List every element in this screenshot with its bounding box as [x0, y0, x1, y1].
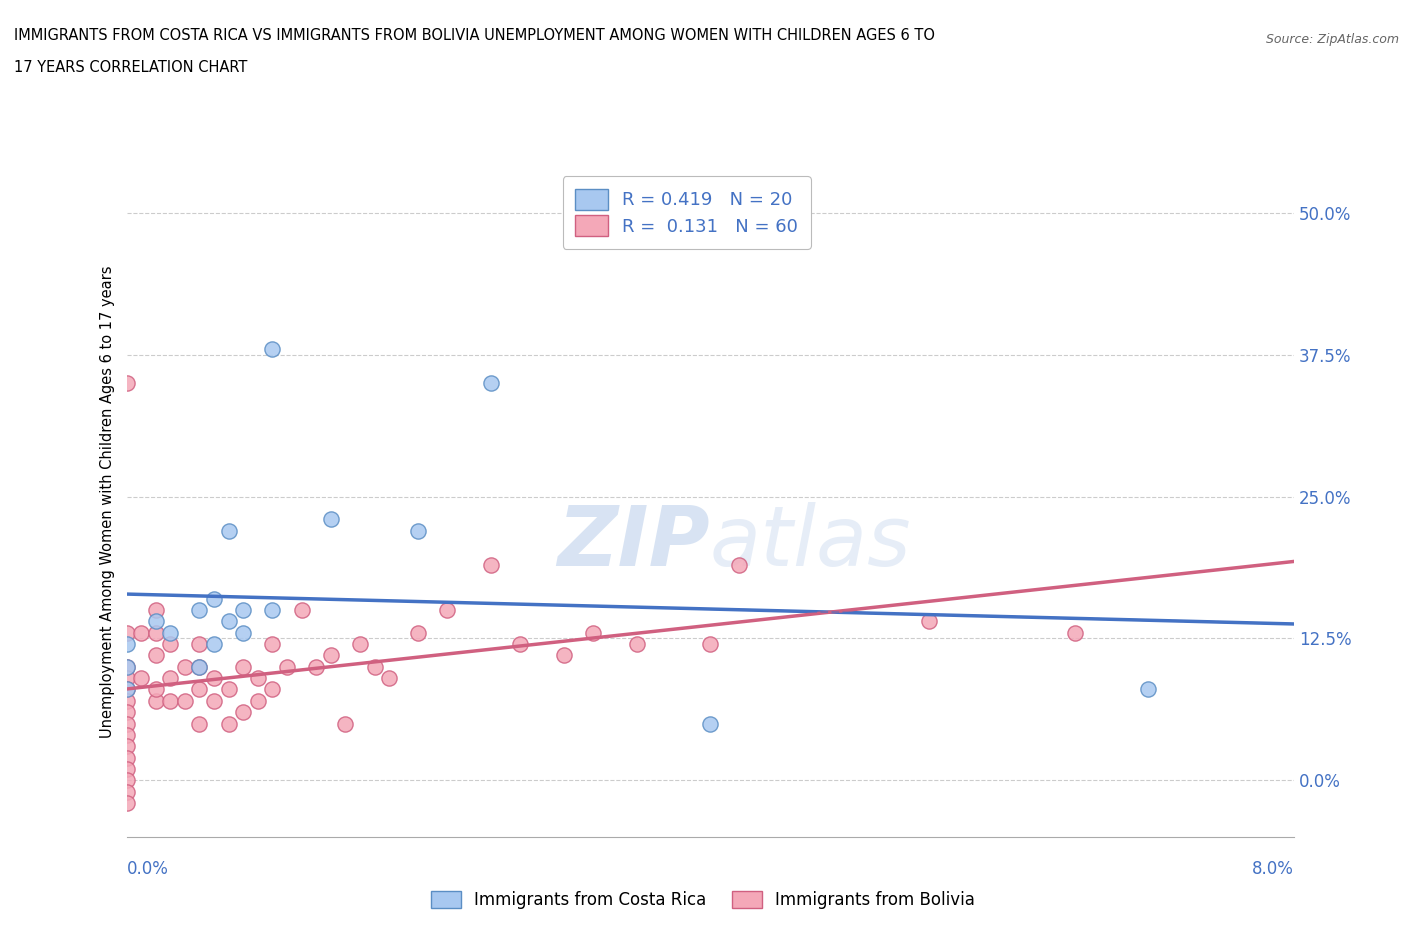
Point [115, 376, 138, 391]
Point [202, 637, 225, 652]
Point [115, 659, 138, 674]
Point [232, 659, 254, 674]
Point [553, 648, 575, 663]
Legend: Immigrants from Costa Rica, Immigrants from Bolivia: Immigrants from Costa Rica, Immigrants f… [423, 883, 983, 917]
Point [115, 751, 138, 765]
Point [188, 659, 211, 674]
Point [115, 637, 138, 652]
Text: 0.0%: 0.0% [127, 860, 169, 878]
Point [188, 603, 211, 618]
Point [335, 716, 357, 731]
Point [188, 682, 211, 697]
Point [246, 694, 269, 709]
Point [319, 648, 342, 663]
Point [728, 557, 751, 572]
Text: ZIP: ZIP [557, 502, 710, 583]
Point [479, 557, 502, 572]
Text: 8.0%: 8.0% [1251, 860, 1294, 878]
Point [115, 727, 138, 742]
Point [115, 671, 138, 685]
Point [129, 625, 152, 640]
Point [918, 614, 941, 629]
Point [305, 659, 328, 674]
Point [218, 614, 240, 629]
Point [115, 716, 138, 731]
Point [232, 705, 254, 720]
Point [159, 671, 181, 685]
Point [378, 671, 401, 685]
Point [509, 637, 531, 652]
Point [145, 625, 167, 640]
Point [115, 784, 138, 799]
Point [115, 738, 138, 753]
Point [262, 341, 284, 356]
Point [699, 716, 721, 731]
Point [479, 376, 502, 391]
Point [262, 603, 284, 618]
Point [582, 625, 605, 640]
Point [188, 659, 211, 674]
Point [174, 659, 197, 674]
Point [145, 614, 167, 629]
Point [246, 671, 269, 685]
Point [232, 603, 254, 618]
Y-axis label: Unemployment Among Women with Children Ages 6 to 17 years: Unemployment Among Women with Children A… [100, 266, 115, 738]
Point [115, 762, 138, 777]
Text: atlas: atlas [710, 502, 911, 583]
Point [159, 625, 181, 640]
Point [145, 694, 167, 709]
Point [115, 795, 138, 810]
Point [115, 625, 138, 640]
Legend: R = 0.419   N = 20, R =  0.131   N = 60: R = 0.419 N = 20, R = 0.131 N = 60 [562, 177, 811, 249]
Point [145, 603, 167, 618]
Point [202, 671, 225, 685]
Point [202, 694, 225, 709]
Point [145, 648, 167, 663]
Text: 17 YEARS CORRELATION CHART: 17 YEARS CORRELATION CHART [14, 60, 247, 75]
Point [188, 637, 211, 652]
Point [408, 625, 430, 640]
Point [363, 659, 385, 674]
Point [129, 671, 152, 685]
Point [699, 637, 721, 652]
Point [115, 659, 138, 674]
Point [115, 705, 138, 720]
Point [115, 682, 138, 697]
Point [626, 637, 648, 652]
Point [145, 682, 167, 697]
Point [436, 603, 458, 618]
Point [218, 682, 240, 697]
Point [115, 773, 138, 788]
Point [408, 524, 430, 538]
Point [202, 591, 225, 606]
Point [115, 694, 138, 709]
Text: Source: ZipAtlas.com: Source: ZipAtlas.com [1265, 33, 1399, 46]
Point [188, 716, 211, 731]
Text: IMMIGRANTS FROM COSTA RICA VS IMMIGRANTS FROM BOLIVIA UNEMPLOYMENT AMONG WOMEN W: IMMIGRANTS FROM COSTA RICA VS IMMIGRANTS… [14, 28, 935, 43]
Point [174, 694, 197, 709]
Point [1063, 625, 1085, 640]
Point [290, 603, 312, 618]
Point [159, 694, 181, 709]
Point [1136, 682, 1159, 697]
Point [262, 682, 284, 697]
Point [232, 625, 254, 640]
Point [262, 637, 284, 652]
Point [159, 637, 181, 652]
Point [319, 512, 342, 526]
Point [276, 659, 298, 674]
Point [115, 682, 138, 697]
Point [218, 524, 240, 538]
Point [218, 716, 240, 731]
Point [349, 637, 371, 652]
